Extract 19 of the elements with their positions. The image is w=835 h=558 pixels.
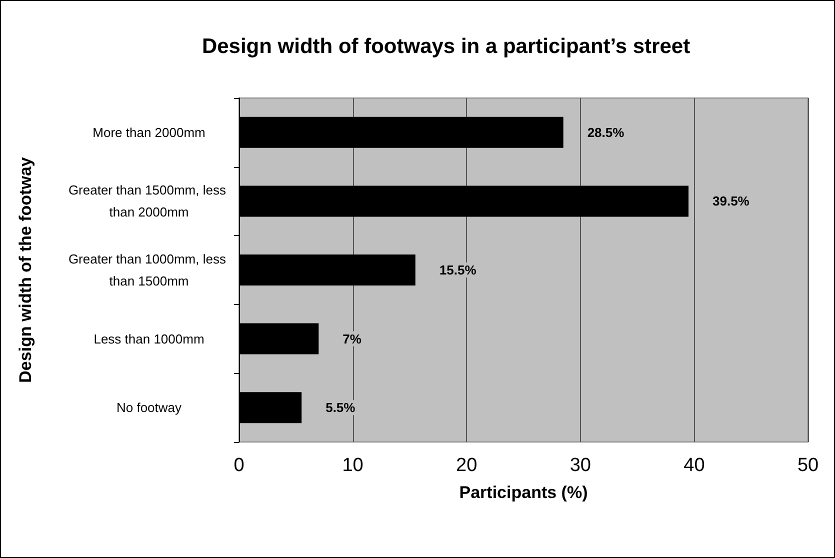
data-label: 28.5%	[587, 124, 625, 140]
x-tick-label: 10	[342, 455, 364, 476]
data-label: 5.5%	[326, 400, 356, 416]
data-label: 39.5%	[712, 194, 750, 209]
y-tick-label: Less than 1000mm	[94, 331, 204, 346]
x-tick-label: 50	[797, 455, 819, 476]
chart-title: Design width of footways in a participant’s street	[202, 35, 690, 58]
x-tick-label: 30	[570, 455, 591, 476]
data-label: 7%	[342, 331, 362, 346]
data-label: 15.5%	[439, 262, 477, 278]
x-tick-label: 0	[234, 455, 244, 476]
y-tick-label: More than 2000mm	[92, 124, 206, 140]
y-tick-label: Greater than 1500mm, less than 2000mm	[68, 182, 230, 220]
y-tick-label: Greater than 1000mm, less than 1500mm	[68, 252, 230, 288]
x-tick-label: 40	[684, 455, 705, 476]
x-axis-title: Participants (%)	[459, 483, 588, 502]
y-axis-title: Design width of the footway	[16, 156, 35, 383]
y-tick-label: No footway	[116, 400, 182, 416]
x-tick-label: 20	[456, 455, 478, 476]
